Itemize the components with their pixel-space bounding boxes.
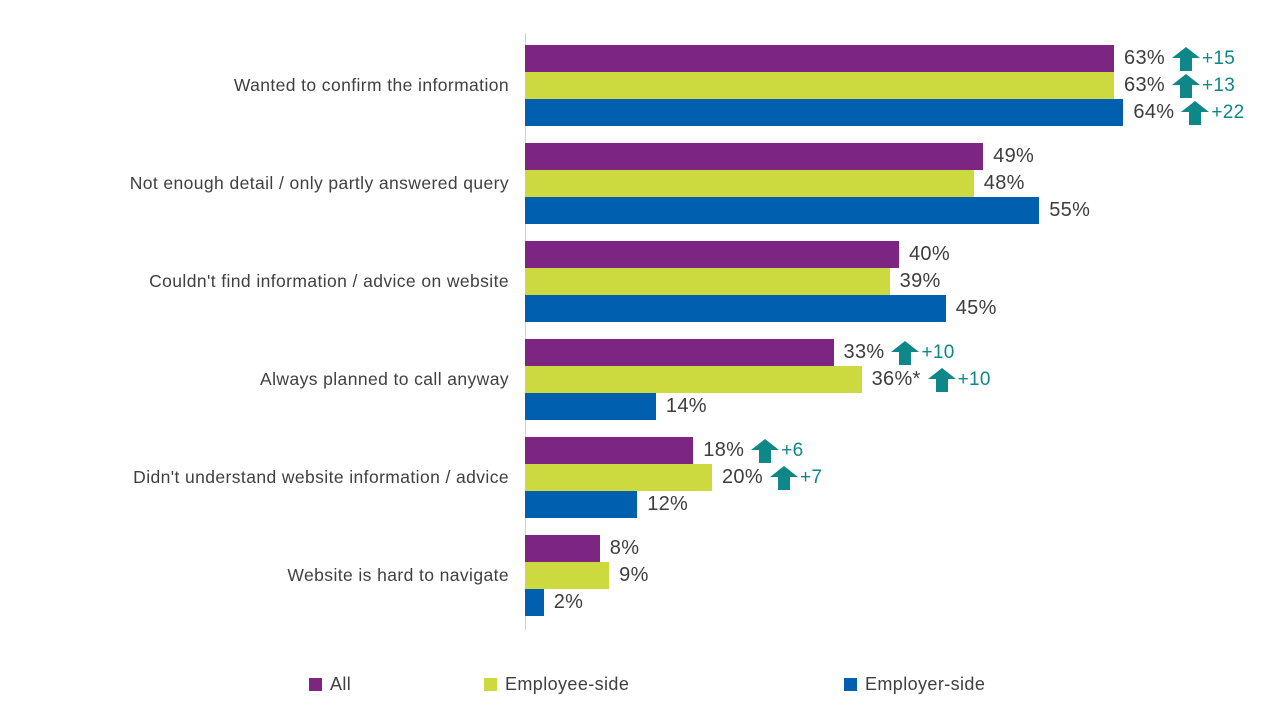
bar-all [525,437,694,464]
delta-label: +7 [799,466,823,488]
value-label: 48% [983,172,1025,194]
bar-employee-side [525,366,862,393]
value-label: 40% [909,243,950,265]
value-label: 33% [843,341,885,363]
legend-swatch-icon [484,677,497,691]
value-label: 9% [619,564,649,586]
bar-row: 40% [525,241,1273,268]
bar-row: 14% [525,393,1273,420]
bar-stack: 18% +6 20% +7 12% [525,437,1273,518]
category-label: Didn't understand website information / … [133,466,509,487]
bar-row: 8% [525,535,1273,562]
bar-all [525,339,834,366]
value-label: 18% [703,439,745,461]
delta-label: +15 [1201,47,1236,69]
bar-row: 63% +15 [525,45,1273,72]
bar-stack: 49% 48% 55% [525,143,1273,224]
bar-row: 55% [525,197,1273,224]
value-label: 55% [1049,199,1091,221]
bar-employer-side [525,197,1040,224]
bar-row: 49% [525,143,1273,170]
up-arrow-icon [891,340,920,365]
value-label: 14% [665,395,707,417]
category-label: Website is hard to navigate [287,564,509,585]
bar-employee-side [525,170,974,197]
bar-employer-side [525,393,656,420]
value-label: 39% [899,270,941,292]
bar-row: 45% [525,295,1273,322]
bar-row: 48% [525,170,1273,197]
category-group: Always planned to call anyway 33% +10 36%* +… [0,339,1280,420]
legend-label: Employee-side [505,673,630,694]
bar-employee-side [525,72,1115,99]
bar-row: 20% +7 [525,464,1273,491]
value-label: 64% [1133,101,1175,123]
category-group: Wanted to confirm the information 63% +15 6… [0,45,1280,126]
bar-row: 64% +22 [525,99,1273,126]
legend-item-all: All [309,672,351,696]
up-arrow-icon [1181,100,1210,125]
delta-label: +22 [1211,101,1245,123]
value-label: 12% [647,493,689,515]
bar-employee-side [525,268,890,295]
bar-employer-side [525,295,946,322]
bar-employer-side [525,491,638,518]
value-label: 20% [722,466,763,488]
delta-label: +10 [921,341,955,363]
bar-stack: 8% 9% 2% [525,535,1273,616]
legend-item-employee-side: Employee-side [484,672,629,696]
up-arrow-icon [769,465,798,490]
category-group: Didn't understand website information / … [0,437,1280,518]
category-group: Not enough detail / only partly answered… [0,143,1280,224]
value-label: 49% [993,145,1035,167]
bar-row: 9% [525,562,1273,589]
delta-label: +13 [1201,74,1236,96]
legend-swatch-icon [309,677,322,691]
legend-label: All [330,673,352,694]
bar-row: 33% +10 [525,339,1273,366]
bar-all [525,143,984,170]
up-arrow-icon [1171,73,1200,98]
legend-swatch-icon [844,677,857,691]
y-axis-line [525,33,526,630]
category-label: Couldn't find information / advice on we… [149,270,509,291]
bar-stack: 33% +10 36%* +10 14% [525,339,1273,420]
value-label: 36%* [871,368,921,390]
delta-label: +6 [781,439,804,461]
bar-stack: 40% 39% 45% [525,241,1273,322]
category-label: Not enough detail / only partly answered… [129,172,509,193]
plot-area: Wanted to confirm the information 63% +15 6… [0,45,1280,633]
bar-row: 18% +6 [525,437,1273,464]
bar-row: 39% [525,268,1273,295]
value-label: 8% [609,537,640,559]
value-label: 63% [1124,47,1165,69]
legend-label: Employer-side [865,673,986,694]
category-group: Couldn't find information / advice on we… [0,241,1280,322]
bar-row: 12% [525,491,1273,518]
bar-row: 2% [525,589,1273,616]
bar-employee-side [525,464,712,491]
bar-all [525,241,899,268]
up-arrow-icon [751,438,780,463]
up-arrow-icon [1171,46,1200,71]
legend-item-employer-side: Employer-side [844,672,985,696]
bar-all [525,45,1115,72]
bar-row: 63% +13 [525,72,1273,99]
value-label: 2% [553,591,584,613]
legend: All Employee-side Employer-side [0,672,1280,696]
value-label: 45% [955,297,997,319]
category-label: Wanted to confirm the information [233,74,509,95]
value-label: 63% [1124,74,1165,96]
bar-row: 36%* +10 [525,366,1273,393]
up-arrow-icon [927,367,956,392]
bar-employer-side [525,589,544,616]
bar-employee-side [525,562,610,589]
category-label: Always planned to call anyway [260,368,509,389]
category-group: Website is hard to navigate 8% 9% 2% [0,535,1280,616]
delta-label: +10 [957,368,991,390]
bar-all [525,535,600,562]
bar-stack: 63% +15 63% +13 64% +22 [525,45,1273,126]
bar-employer-side [525,99,1124,126]
